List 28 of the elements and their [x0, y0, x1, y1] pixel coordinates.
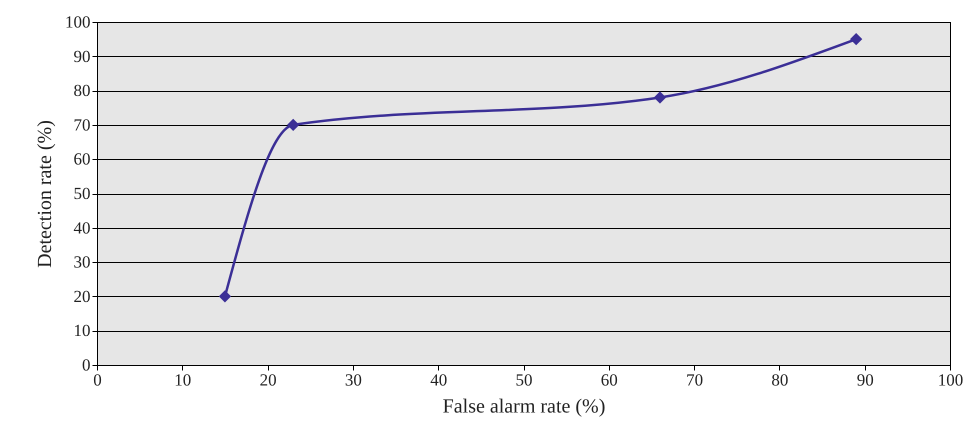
point [287, 118, 300, 132]
x-tick-label: 70 [686, 370, 704, 390]
x-tick-label: 80 [771, 370, 788, 390]
x-tick-label: 90 [856, 370, 874, 390]
y-tick-label: 50 [74, 184, 90, 203]
y-tick-label: 30 [74, 252, 90, 272]
x-tick-label: 20 [260, 370, 277, 390]
y-tick-label: 20 [74, 286, 90, 306]
y-tick-label: 0 [82, 356, 90, 374]
x-tick-label: 50 [516, 370, 532, 390]
x-tick-label: 100 [938, 370, 964, 390]
point [850, 33, 862, 46]
y-tick-label: 70 [74, 115, 90, 134]
y-tick-label: 60 [74, 150, 90, 169]
point [654, 91, 666, 104]
y-tick-label: 90 [74, 46, 90, 66]
y-tick-label: 40 [74, 218, 90, 238]
x-tick-label: 60 [600, 370, 618, 390]
y-tick-label: 10 [74, 321, 90, 340]
x-tick-label: 30 [344, 370, 362, 390]
x-tick-label: 0 [93, 370, 102, 390]
y-axis-title: Detection rate (%) [34, 120, 56, 268]
x-axis-title: False alarm rate (%) [442, 396, 606, 418]
y-tick-label: 100 [65, 12, 90, 32]
x-tick-label: 40 [430, 370, 448, 390]
y-tick-label: 80 [74, 81, 90, 100]
point [218, 290, 232, 303]
x-tick-label: 10 [174, 370, 192, 390]
